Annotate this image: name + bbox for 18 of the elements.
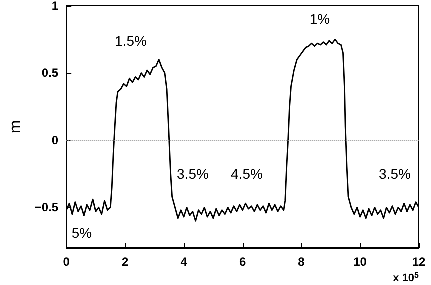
x-tick-label: 8 bbox=[298, 255, 306, 269]
x-tick-label: 6 bbox=[239, 255, 246, 269]
y-tick-label: 0 bbox=[52, 133, 59, 148]
x-tick-label: 0 bbox=[63, 255, 70, 269]
annotation: 5% bbox=[72, 225, 92, 241]
annotation: 3.5% bbox=[379, 166, 411, 182]
x-tick-label: 4 bbox=[180, 255, 188, 269]
y-tick-label: −0.5 bbox=[34, 200, 59, 215]
annotation: 4.5% bbox=[231, 166, 263, 182]
y-tick-label: 1 bbox=[52, 0, 59, 13]
annotation: 1.5% bbox=[115, 33, 147, 49]
x-tick-label: 12 bbox=[412, 255, 426, 269]
x-tick-label: 10 bbox=[354, 255, 368, 269]
y-tick-label: 0.5 bbox=[42, 66, 59, 80]
annotation: 3.5% bbox=[177, 166, 209, 182]
x-tick-label: 2 bbox=[122, 255, 129, 269]
annotation: 1% bbox=[310, 11, 330, 27]
y-axis-title: m bbox=[8, 120, 24, 134]
